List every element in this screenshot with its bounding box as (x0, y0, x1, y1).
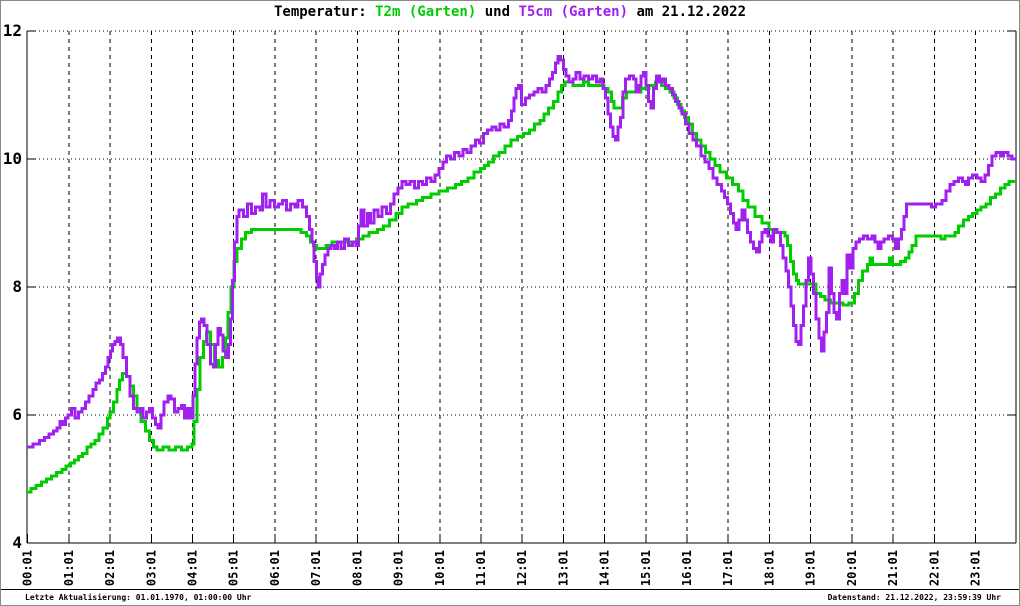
svg-text:03:01: 03:01 (144, 550, 158, 586)
svg-text:13:01: 13:01 (556, 550, 570, 586)
chart-title: Temperatur: T2m (Garten) und T5cm (Garte… (1, 4, 1019, 20)
svg-text:07:01: 07:01 (309, 550, 323, 586)
svg-text:15:01: 15:01 (639, 550, 653, 586)
svg-text:12:01: 12:01 (515, 550, 529, 586)
svg-text:09:01: 09:01 (392, 550, 406, 586)
svg-text:01:01: 01:01 (62, 550, 76, 586)
svg-text:05:01: 05:01 (227, 550, 241, 586)
chart-title-prefix: Temperatur: (273, 4, 376, 20)
chart-title-series1: T2m (Garten) (375, 4, 477, 20)
svg-text:11:01: 11:01 (474, 550, 488, 586)
svg-text:08:01: 08:01 (350, 550, 364, 586)
svg-text:00:01: 00:01 (21, 550, 35, 586)
chart-title-series2: T5cm (Garten) (518, 4, 629, 20)
status-bar: Letzte Aktualisierung: 01.01.1970, 01:00… (1, 589, 1019, 605)
svg-text:14:01: 14:01 (598, 550, 612, 586)
svg-text:4: 4 (12, 533, 22, 552)
svg-text:21:01: 21:01 (886, 550, 900, 586)
svg-text:6: 6 (12, 405, 22, 424)
svg-text:04:01: 04:01 (186, 550, 200, 586)
svg-text:10: 10 (3, 149, 22, 168)
svg-text:12: 12 (3, 21, 22, 40)
chart-title-suffix: am 21.12.2022 (628, 4, 747, 20)
svg-text:16:01: 16:01 (680, 550, 694, 586)
series-t2m-line (27, 80, 1016, 494)
chart-title-connector: und (476, 4, 519, 20)
svg-text:22:01: 22:01 (927, 550, 941, 586)
svg-text:02:01: 02:01 (103, 550, 117, 586)
svg-text:8: 8 (12, 277, 22, 296)
svg-text:10:01: 10:01 (433, 550, 447, 586)
series-t5cm-line (27, 55, 1016, 449)
svg-text:23:01: 23:01 (968, 550, 982, 586)
last-update-text: Letzte Aktualisierung: 01.01.1970, 01:00… (25, 593, 252, 602)
svg-text:19:01: 19:01 (804, 550, 818, 586)
svg-text:18:01: 18:01 (762, 550, 776, 586)
data-timestamp-text: Datenstand: 21.12.2022, 23:59:39 Uhr (827, 593, 1001, 602)
svg-text:20:01: 20:01 (845, 550, 859, 586)
svg-text:17:01: 17:01 (721, 550, 735, 586)
svg-text:06:01: 06:01 (268, 550, 282, 586)
